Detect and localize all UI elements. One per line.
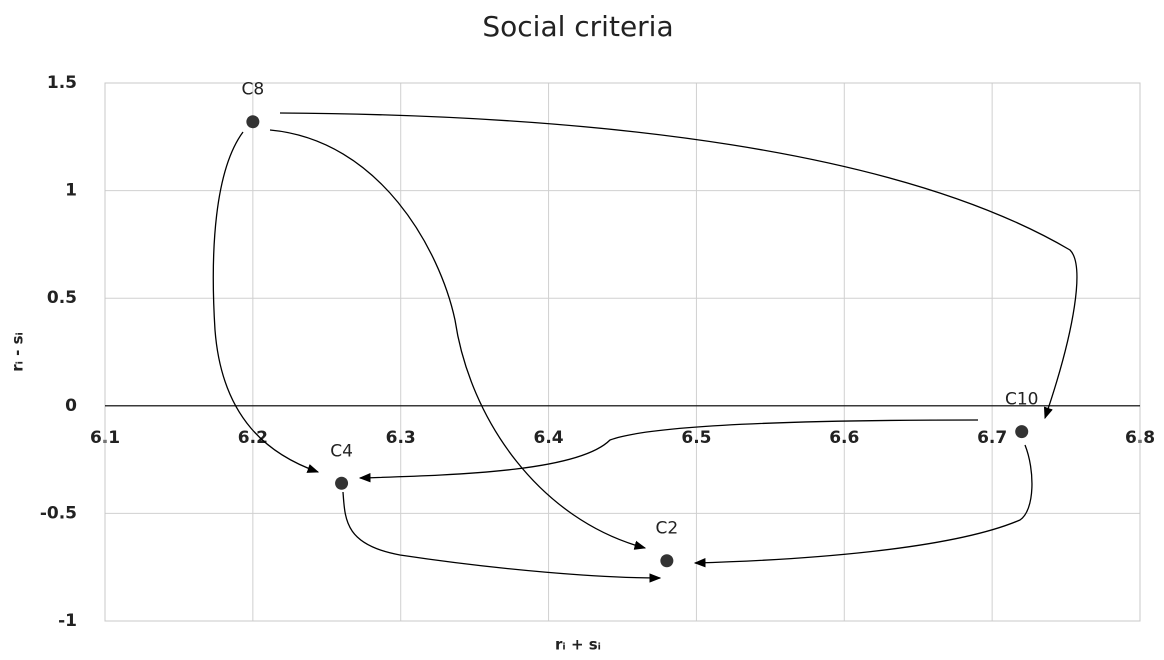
point-label: C2 xyxy=(656,519,679,539)
arrow xyxy=(358,419,979,483)
point-label: C8 xyxy=(242,80,265,100)
arrow xyxy=(212,131,320,473)
arrow xyxy=(279,112,1078,420)
y-axis-label: rᵢ - sᵢ xyxy=(9,332,27,372)
point xyxy=(1015,425,1029,439)
x-tick-label: 6.2 xyxy=(238,428,268,448)
point-label: C4 xyxy=(330,441,353,461)
x-tick-label: 6.3 xyxy=(386,428,416,448)
x-tick-label: 6.4 xyxy=(534,428,564,448)
x-axis-label: rᵢ + sᵢ xyxy=(555,636,601,654)
arrow xyxy=(269,129,647,550)
y-tick-label: -1 xyxy=(58,611,77,631)
chart-title: Social criteria xyxy=(482,10,673,43)
x-tick-label: 6.5 xyxy=(681,428,711,448)
point xyxy=(660,554,674,568)
point-label: C10 xyxy=(1005,390,1039,410)
arrows xyxy=(212,112,1078,583)
y-tick-label: 0 xyxy=(65,396,77,416)
x-tick-label: 6.7 xyxy=(977,428,1007,448)
grid: 6.1 6.2 6.3 6.4 6.5 6.6 6.7 6.81.510.50-0.5-1 xyxy=(40,73,1155,631)
y-tick-label: 1.5 xyxy=(47,73,77,93)
points: C8 C4 C2 C10 xyxy=(242,80,1039,568)
point xyxy=(246,115,260,129)
y-tick-label: 1 xyxy=(65,181,77,201)
arrow xyxy=(342,491,662,583)
plot-border xyxy=(104,82,1141,622)
y-tick-label: 0.5 xyxy=(47,288,77,308)
arrow xyxy=(693,444,1033,568)
y-tick-label: -0.5 xyxy=(40,503,77,523)
point xyxy=(335,476,349,490)
x-tick-label: 6.6 xyxy=(829,428,859,448)
